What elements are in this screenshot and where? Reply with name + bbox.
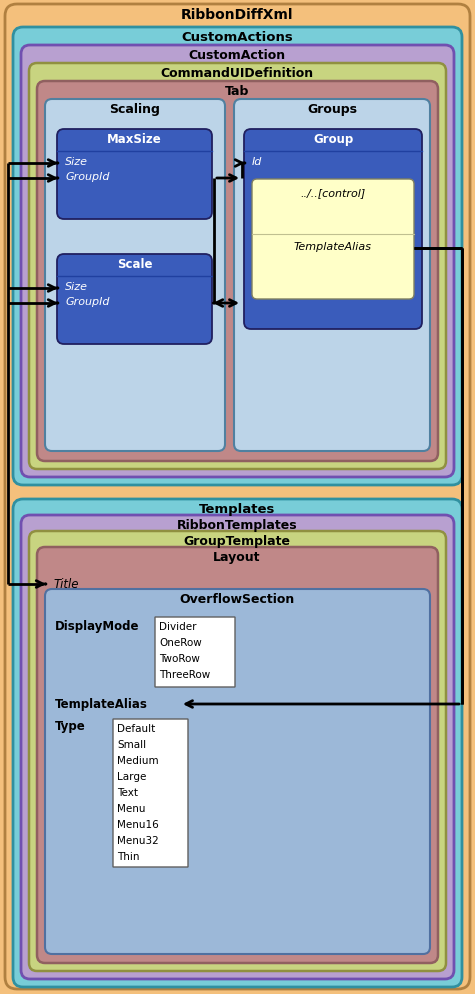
Text: Medium: Medium bbox=[117, 755, 159, 765]
Text: ThreeRow: ThreeRow bbox=[159, 669, 210, 679]
Text: Size: Size bbox=[65, 157, 88, 167]
Text: Id: Id bbox=[252, 157, 262, 167]
Text: MaxSize: MaxSize bbox=[107, 133, 162, 146]
FancyBboxPatch shape bbox=[5, 5, 470, 989]
Text: Size: Size bbox=[65, 281, 88, 291]
FancyBboxPatch shape bbox=[57, 254, 212, 345]
FancyBboxPatch shape bbox=[13, 500, 462, 987]
FancyBboxPatch shape bbox=[21, 46, 454, 477]
Text: Small: Small bbox=[117, 740, 146, 749]
Text: TemplateAlias: TemplateAlias bbox=[55, 698, 148, 711]
Text: Groups: Groups bbox=[307, 103, 357, 116]
Text: TemplateAlias: TemplateAlias bbox=[294, 242, 372, 251]
Text: Menu16: Menu16 bbox=[117, 819, 159, 829]
Text: GroupId: GroupId bbox=[65, 172, 110, 182]
FancyBboxPatch shape bbox=[113, 720, 188, 867]
FancyBboxPatch shape bbox=[29, 64, 446, 469]
Text: Default: Default bbox=[117, 724, 155, 734]
Text: Title: Title bbox=[53, 578, 78, 590]
FancyBboxPatch shape bbox=[57, 130, 212, 220]
Text: DisplayMode: DisplayMode bbox=[55, 619, 140, 632]
Text: GroupTemplate: GroupTemplate bbox=[183, 535, 291, 548]
Text: Scale: Scale bbox=[117, 257, 152, 270]
Text: Scaling: Scaling bbox=[110, 103, 161, 116]
FancyBboxPatch shape bbox=[155, 617, 235, 687]
FancyBboxPatch shape bbox=[45, 589, 430, 954]
Text: CustomActions: CustomActions bbox=[181, 31, 293, 44]
FancyBboxPatch shape bbox=[244, 130, 422, 330]
Text: Thin: Thin bbox=[117, 851, 140, 861]
Text: Menu: Menu bbox=[117, 803, 145, 813]
FancyBboxPatch shape bbox=[234, 100, 430, 451]
Text: Large: Large bbox=[117, 771, 146, 781]
FancyBboxPatch shape bbox=[13, 28, 462, 485]
Text: GroupId: GroupId bbox=[65, 296, 110, 307]
Text: CustomAction: CustomAction bbox=[189, 49, 285, 62]
FancyBboxPatch shape bbox=[252, 180, 414, 300]
Text: RibbonTemplates: RibbonTemplates bbox=[177, 519, 297, 532]
Text: Menu32: Menu32 bbox=[117, 835, 159, 845]
FancyBboxPatch shape bbox=[29, 532, 446, 971]
Text: Divider: Divider bbox=[159, 621, 197, 631]
FancyBboxPatch shape bbox=[37, 548, 438, 963]
FancyBboxPatch shape bbox=[37, 82, 438, 461]
Text: Type: Type bbox=[55, 720, 86, 733]
Text: OverflowSection: OverflowSection bbox=[180, 592, 295, 605]
FancyBboxPatch shape bbox=[21, 516, 454, 979]
Text: Text: Text bbox=[117, 787, 138, 797]
Text: Tab: Tab bbox=[225, 84, 249, 97]
Text: Group: Group bbox=[313, 133, 353, 146]
Text: OneRow: OneRow bbox=[159, 637, 202, 647]
Text: CommandUIDefinition: CommandUIDefinition bbox=[161, 67, 314, 80]
Text: Templates: Templates bbox=[199, 503, 275, 516]
Text: TwoRow: TwoRow bbox=[159, 653, 200, 663]
Text: RibbonDiffXml: RibbonDiffXml bbox=[181, 8, 293, 22]
Text: Layout: Layout bbox=[213, 551, 261, 564]
FancyBboxPatch shape bbox=[45, 100, 225, 451]
Text: ../..[control]: ../..[control] bbox=[300, 188, 366, 198]
